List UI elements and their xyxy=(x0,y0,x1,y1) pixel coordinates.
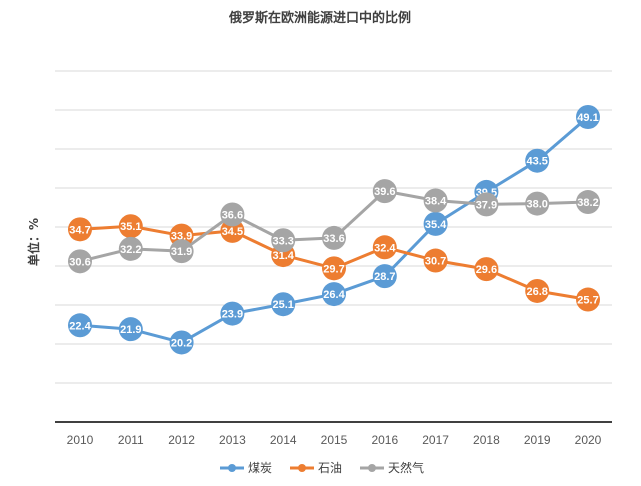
data-point xyxy=(68,217,92,242)
x-tick-label: 2016 xyxy=(371,433,398,447)
data-point xyxy=(322,282,346,307)
data-label: 26.8 xyxy=(526,286,547,298)
data-label: 26.4 xyxy=(323,289,345,301)
chart-title: 俄罗斯在欧洲能源进口中的比例 xyxy=(228,10,411,26)
legend-marker xyxy=(368,464,376,472)
data-point xyxy=(68,313,92,338)
data-point xyxy=(169,330,194,355)
data-label: 43.5 xyxy=(526,156,547,168)
data-label: 33.3 xyxy=(272,235,293,247)
data-point xyxy=(372,264,397,289)
x-tick-label: 2015 xyxy=(321,433,348,447)
data-label: 31.4 xyxy=(272,250,294,262)
data-label: 30.6 xyxy=(69,256,90,268)
data-label: 35.1 xyxy=(120,221,141,233)
x-tick-label: 2014 xyxy=(270,433,297,447)
data-point xyxy=(322,225,346,250)
data-point xyxy=(525,191,550,216)
data-point xyxy=(474,257,499,282)
data-label: 29.7 xyxy=(323,263,344,275)
data-point xyxy=(576,105,600,130)
y-axis-label: 单位：% xyxy=(26,218,41,266)
x-tick-label: 2017 xyxy=(422,433,449,447)
data-points: 22.421.920.223.925.126.428.735.439.543.5… xyxy=(68,105,600,355)
data-label: 49.1 xyxy=(577,112,598,124)
data-point xyxy=(372,179,397,204)
x-tick-label: 2011 xyxy=(118,433,144,447)
data-point xyxy=(118,317,143,342)
data-label: 22.4 xyxy=(69,320,91,332)
data-point xyxy=(322,256,346,281)
data-label: 38.2 xyxy=(577,197,598,209)
data-label: 38.4 xyxy=(425,195,447,207)
x-tick-label: 2018 xyxy=(473,433,500,447)
data-label: 28.7 xyxy=(374,271,395,283)
data-label: 20.2 xyxy=(171,337,192,349)
data-label: 21.9 xyxy=(120,324,141,336)
data-label: 31.9 xyxy=(171,246,192,258)
data-point xyxy=(372,235,397,260)
x-tick-label: 2012 xyxy=(168,433,195,447)
data-point xyxy=(220,202,245,227)
data-point xyxy=(576,190,600,215)
data-point xyxy=(68,249,92,274)
legend-label: 天然气 xyxy=(388,460,424,475)
x-tick-label: 2013 xyxy=(219,433,246,447)
data-point xyxy=(423,248,448,273)
x-tick-label: 2019 xyxy=(524,433,551,447)
legend-label: 石油 xyxy=(318,461,342,475)
data-label: 37.9 xyxy=(476,199,497,211)
data-point xyxy=(525,278,550,303)
data-label: 32.4 xyxy=(374,242,396,254)
data-label: 35.4 xyxy=(425,219,447,231)
data-label: 34.5 xyxy=(222,226,243,238)
data-point xyxy=(576,287,600,312)
data-point xyxy=(423,211,448,236)
data-label: 39.6 xyxy=(374,186,395,198)
data-label: 25.7 xyxy=(577,295,598,307)
data-label: 33.9 xyxy=(171,231,192,243)
data-label: 29.6 xyxy=(476,264,497,276)
legend-marker xyxy=(298,464,306,472)
data-label: 25.1 xyxy=(272,299,293,311)
data-label: 38.0 xyxy=(526,199,547,211)
data-point xyxy=(169,239,194,264)
data-point xyxy=(271,292,296,317)
legend-item: 煤炭 xyxy=(220,461,272,475)
data-point xyxy=(525,148,550,173)
x-tick-label: 2020 xyxy=(575,433,602,447)
legend: 煤炭 石油 天然气 xyxy=(220,460,424,475)
data-label: 23.9 xyxy=(222,309,243,321)
data-label: 34.7 xyxy=(69,224,90,236)
legend-item: 天然气 xyxy=(360,460,424,475)
x-tick-label: 2010 xyxy=(67,433,94,447)
legend-marker xyxy=(228,464,236,472)
x-axis: 2010 2011 2012 2013 2014 2015 2016 2017 2018 2019… xyxy=(55,421,612,447)
data-label: 36.6 xyxy=(222,210,243,222)
data-point xyxy=(474,192,499,217)
data-point xyxy=(118,236,143,261)
data-point xyxy=(118,214,143,239)
data-label: 30.7 xyxy=(425,256,446,268)
legend-item: 石油 xyxy=(290,461,342,475)
data-point xyxy=(423,188,448,213)
data-point xyxy=(220,301,245,326)
data-point xyxy=(271,228,296,253)
legend-label: 煤炭 xyxy=(248,461,272,475)
data-label: 32.2 xyxy=(120,244,141,256)
data-label: 33.6 xyxy=(323,233,344,245)
